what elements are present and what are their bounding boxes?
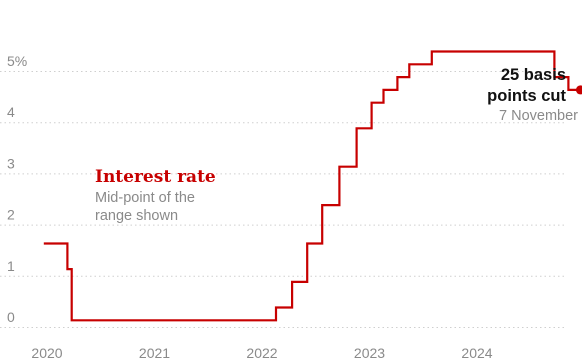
y-tick-label: 0: [7, 309, 15, 325]
annotation-line-1: 25 basis: [501, 66, 566, 84]
y-axis-ticks: 0 1 2 3 4 5%: [7, 53, 27, 325]
chart-subtitle-line-2: range shown: [95, 208, 178, 224]
y-tick-label: 5%: [7, 53, 27, 69]
y-tick-label: 2: [7, 207, 15, 223]
interest-rate-step-line: [43, 50, 581, 322]
y-tick-label: 4: [7, 104, 15, 120]
y-tick-label: 3: [7, 155, 15, 171]
x-tick-label: 2024: [461, 345, 492, 361]
x-tick-label: 2023: [354, 345, 385, 361]
x-tick-label: 2022: [246, 345, 277, 361]
chart-subtitle-line-1: Mid-point of the: [95, 190, 195, 206]
chart-title: Interest rate: [95, 167, 216, 187]
y-tick-label: 1: [7, 258, 15, 274]
x-tick-label: 2020: [31, 345, 62, 361]
annotation-line-2: points cut: [487, 87, 566, 105]
annotation-date: 7 November: [499, 108, 578, 124]
x-tick-label: 2021: [139, 345, 170, 361]
gridlines: [0, 71, 565, 328]
x-axis-ticks: 2020 2021 2022 2023 2024: [31, 345, 492, 361]
latest-rate-marker: [575, 85, 582, 95]
